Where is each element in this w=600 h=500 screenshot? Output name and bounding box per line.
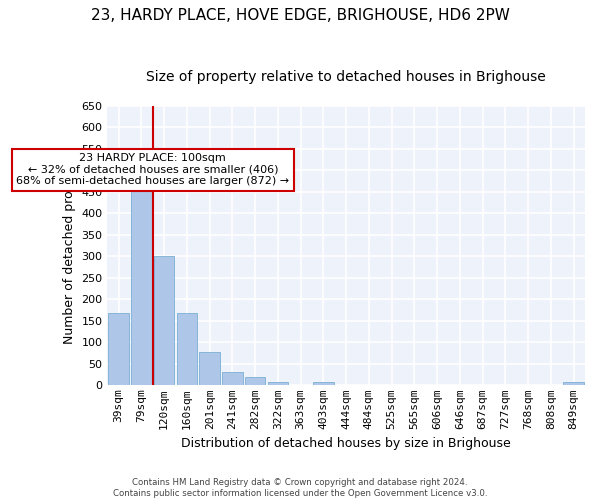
- X-axis label: Distribution of detached houses by size in Brighouse: Distribution of detached houses by size …: [181, 437, 511, 450]
- Bar: [131, 166, 152, 386]
- Bar: [199, 352, 220, 386]
- Bar: [222, 372, 242, 386]
- Bar: [563, 382, 584, 386]
- Title: Size of property relative to detached houses in Brighouse: Size of property relative to detached ho…: [146, 70, 546, 84]
- Bar: [268, 382, 288, 386]
- Bar: [313, 382, 334, 386]
- Bar: [176, 313, 197, 386]
- Y-axis label: Number of detached properties: Number of detached properties: [63, 147, 76, 344]
- Bar: [245, 377, 265, 386]
- Bar: [109, 313, 129, 386]
- Bar: [154, 256, 175, 386]
- Text: Contains HM Land Registry data © Crown copyright and database right 2024.
Contai: Contains HM Land Registry data © Crown c…: [113, 478, 487, 498]
- Text: 23, HARDY PLACE, HOVE EDGE, BRIGHOUSE, HD6 2PW: 23, HARDY PLACE, HOVE EDGE, BRIGHOUSE, H…: [91, 8, 509, 22]
- Text: 23 HARDY PLACE: 100sqm
← 32% of detached houses are smaller (406)
68% of semi-de: 23 HARDY PLACE: 100sqm ← 32% of detached…: [16, 154, 289, 186]
